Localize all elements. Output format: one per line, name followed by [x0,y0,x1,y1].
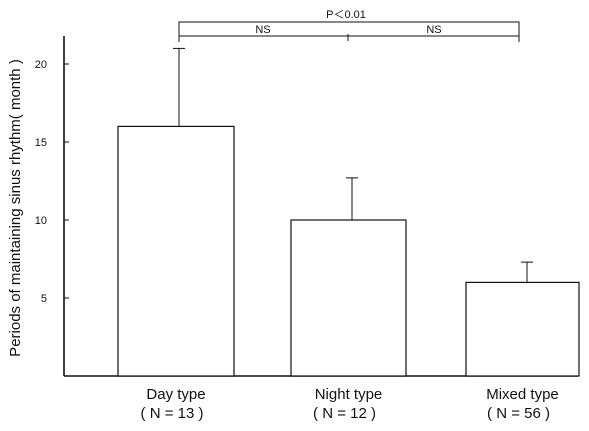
y-tick-label-5: 5 [41,293,47,305]
bar-1 [290,219,407,377]
overall-bracket [178,21,520,36]
pairwise-label-1: NS [426,24,441,36]
category-labels: Day type ( N = 13 ) Night type ( N = 12 ) Mi… [141,386,559,422]
group-size-label-1: ( N = 12 ) [313,405,376,422]
bar-2 [465,281,580,377]
y-tick-label-20: 20 [35,59,47,71]
y-axis-label: Periods of maintaining sinus rhythm( mon… [7,59,24,357]
category-label-1: Night type [315,386,383,403]
group-size-label-0: ( N = 13 ) [141,405,204,422]
error-bars [173,47,533,283]
y-tick-label-10: 10 [35,215,47,227]
group-size-label-2: ( N = 56 ) [487,405,550,422]
bar-0 [117,125,235,377]
category-label-0: Day type [146,386,205,403]
pairwise-bracket [178,35,520,42]
overall-p-label: P＜0.01 [326,9,366,21]
significance-bracket: P＜0.01 NS NS [178,9,520,42]
y-tick-label-15: 15 [35,137,47,149]
y-ticks: 5 10 15 20 [35,59,69,305]
bars [117,125,580,377]
pairwise-label-0: NS [255,24,270,36]
category-label-2: Mixed type [486,386,559,403]
